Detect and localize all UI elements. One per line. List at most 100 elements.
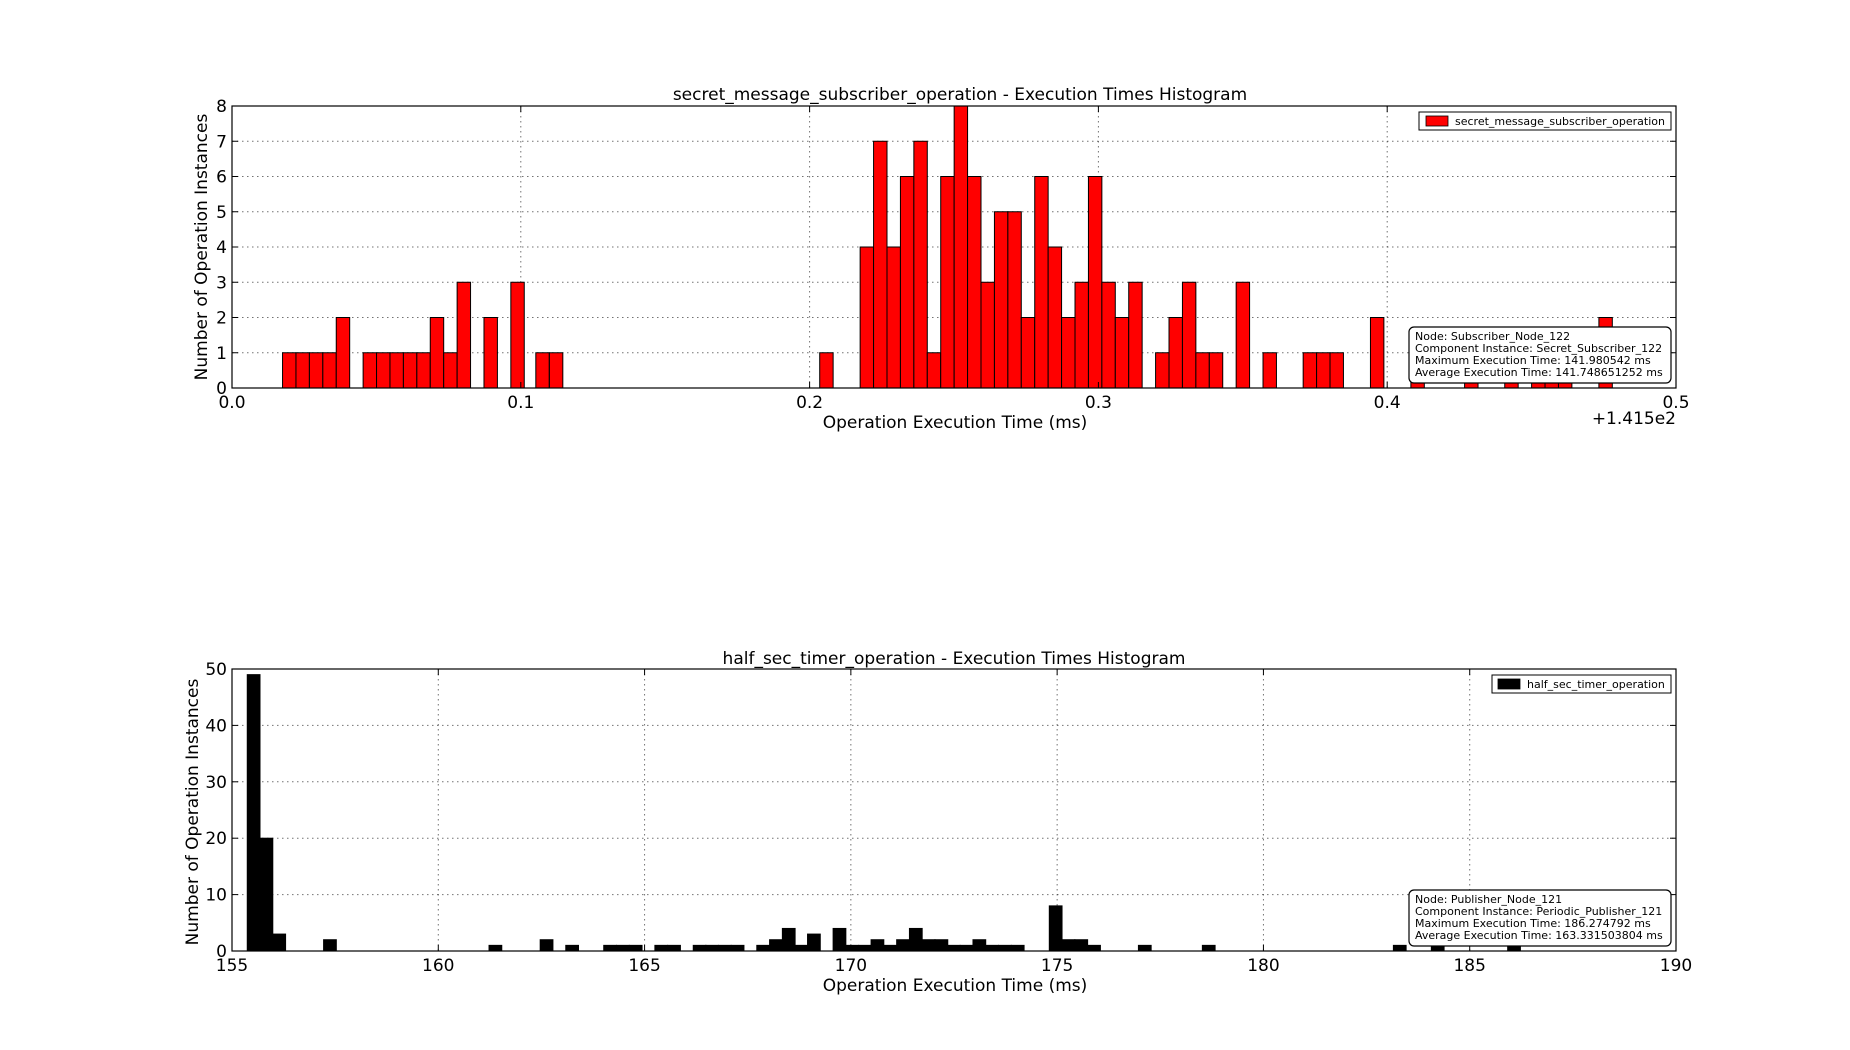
subscriber-annotation-avg-time: Average Execution Time: 141.748651252 ms — [1415, 366, 1663, 379]
timer-histogram-bar — [730, 944, 745, 952]
subscriber-x-ticks: 0.0 0.1 0.2 0.3 0.4 0.5 — [218, 106, 1690, 413]
subscriber-histogram-chart: secret_message_subscriber_operation - Ex… — [192, 85, 1690, 433]
subscriber-y-tick-label: 1 — [216, 344, 227, 364]
subscriber-annotation-component: Component Instance: Secret_Subscriber_12… — [1415, 342, 1662, 355]
subscriber-histogram-bar — [1316, 352, 1331, 389]
timer-legend: half_sec_timer_operation — [1491, 674, 1672, 694]
subscriber-histogram-bar — [1369, 317, 1385, 389]
timer-annotation-max-time: Maximum Execution Time: 186.274792 ms — [1415, 917, 1651, 930]
subscriber-histogram-bar — [1087, 176, 1103, 389]
timer-histogram-bar — [794, 944, 808, 952]
subscriber-annotation-frame — [1408, 326, 1672, 384]
subscriber-y-tick-label: 5 — [216, 203, 227, 223]
timer-x-tick-label: 180 — [1247, 956, 1279, 976]
timer-histogram-bar — [323, 939, 337, 952]
subscriber-histogram-bar — [1114, 317, 1130, 389]
subscriber-histogram-bar — [548, 352, 564, 389]
subscriber-histogram-bar — [443, 352, 458, 389]
subscriber-y-tick-label: 6 — [216, 168, 227, 188]
timer-annotation-box: Node: Publisher_Node_121 Component Insta… — [1408, 889, 1672, 947]
subscriber-grid — [232, 106, 1676, 388]
timer-histogram-bar — [858, 944, 872, 952]
timer-histogram-bar — [946, 944, 961, 952]
timer-x-tick-label: 160 — [422, 956, 454, 976]
timer-annotation-component: Component Instance: Periodic_Publisher_1… — [1415, 905, 1662, 918]
subscriber-histogram-bar — [1208, 352, 1224, 389]
timer-legend-label: half_sec_timer_operation — [1527, 678, 1665, 691]
timer-histogram-chart: half_sec_timer_operation - Execution Tim… — [183, 649, 1692, 996]
timer-histogram-bar — [1074, 939, 1089, 952]
subscriber-histogram-bar — [1181, 281, 1197, 389]
subscriber-histogram-bar — [376, 352, 391, 389]
timer-x-tick-label: 175 — [1041, 956, 1073, 976]
timer-annotation-node: Node: Publisher_Node_121 — [1415, 893, 1562, 906]
subscriber-legend-box — [1418, 111, 1672, 131]
subscriber-histogram-bar — [362, 352, 378, 389]
subscriber-histogram-bar — [1262, 352, 1277, 389]
timer-histogram-bar — [1201, 944, 1216, 952]
subscriber-histogram-bar — [389, 352, 404, 389]
subscriber-histogram-bar — [1101, 281, 1116, 389]
subscriber-histogram-bar — [535, 352, 550, 389]
subscriber-histogram-bar — [1034, 176, 1049, 389]
timer-histogram-bar — [628, 944, 643, 952]
subscriber-histogram-bar — [1235, 281, 1251, 389]
timer-x-ticks: 155 160 165 170 175 180 185 190 — [216, 669, 1692, 976]
timer-histogram-bar — [1137, 944, 1152, 952]
timer-histogram-bar — [654, 944, 669, 952]
subscriber-histogram-bar — [335, 317, 351, 389]
subscriber-histogram-bar — [510, 281, 525, 389]
timer-histogram-bar — [1048, 905, 1063, 952]
timer-histogram-bar — [539, 939, 554, 952]
timer-histogram-bar — [1010, 944, 1025, 952]
subscriber-x-tick-label: 0.3 — [1085, 393, 1112, 413]
subscriber-histogram-bar — [1007, 211, 1022, 389]
timer-histogram-bar — [1392, 944, 1407, 952]
subscriber-x-axis-label: Operation Execution Time (ms) — [823, 413, 1088, 433]
timer-histogram-bar — [870, 939, 885, 952]
subscriber-y-tick-label: 0 — [216, 379, 227, 399]
subscriber-histogram-bar — [1020, 317, 1036, 389]
subscriber-histogram-bar — [1047, 246, 1063, 389]
subscriber-histogram-bar — [483, 317, 498, 389]
subscriber-y-ticks: 0 1 2 3 4 5 6 7 8 — [216, 97, 1676, 399]
timer-histogram-bar — [1087, 944, 1101, 952]
timer-histogram-bar — [488, 944, 503, 952]
timer-x-axis-label: Operation Execution Time (ms) — [823, 976, 1088, 996]
timer-y-tick-label: 10 — [205, 886, 227, 906]
timer-histogram-bar — [717, 944, 732, 952]
subscriber-annotation-max-time: Maximum Execution Time: 141.980542 ms — [1415, 354, 1651, 367]
subscriber-y-tick-label: 7 — [216, 132, 227, 152]
subscriber-annotation-box: Node: Subscriber_Node_122 Component Inst… — [1408, 326, 1672, 384]
subscriber-histogram-bar — [1195, 352, 1210, 389]
subscriber-x-tick-label: 0.0 — [218, 393, 245, 413]
timer-histogram-bar — [921, 939, 936, 952]
subscriber-histogram-bar — [1302, 352, 1318, 389]
subscriber-histogram-bar — [899, 176, 915, 389]
subscriber-histogram-bar — [402, 352, 418, 389]
timer-plot-frame — [231, 668, 1677, 952]
timer-histogram-bar — [692, 944, 707, 952]
timer-histogram-bar — [1061, 939, 1076, 952]
subscriber-histogram-bar — [873, 140, 888, 389]
subscriber-histogram-bar — [926, 352, 942, 389]
timer-y-tick-label: 30 — [205, 773, 227, 793]
subscriber-histogram-bar — [819, 352, 834, 389]
subscriber-x-offset-label: +1.415e2 — [1592, 409, 1676, 429]
subscriber-histogram-bar — [1329, 352, 1344, 389]
timer-histogram-bar — [565, 944, 580, 952]
timer-histogram-bar — [832, 927, 847, 952]
subscriber-y-axis-label: Number of Operation Instances — [192, 114, 212, 381]
subscriber-annotation-node: Node: Subscriber_Node_122 — [1415, 330, 1570, 343]
timer-legend-swatch — [1497, 678, 1521, 690]
subscriber-histogram-bar — [429, 317, 445, 389]
subscriber-histogram-bar — [416, 352, 431, 389]
timer-y-tick-label: 50 — [205, 660, 227, 680]
timer-legend-box — [1491, 674, 1672, 694]
timer-y-tick-label: 20 — [205, 829, 227, 849]
subscriber-histogram-bar — [980, 281, 995, 389]
subscriber-histogram-bar — [1061, 317, 1076, 389]
subscriber-histogram-bar — [1074, 281, 1089, 389]
subscriber-histogram-bar — [859, 246, 875, 389]
